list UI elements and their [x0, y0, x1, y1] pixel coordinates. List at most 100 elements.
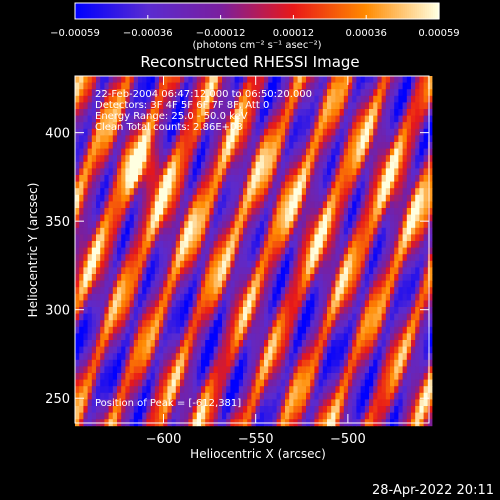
heatmap-cell	[87, 379, 93, 387]
heatmap-cell	[100, 188, 105, 196]
heatmap-cell	[318, 102, 324, 110]
heatmap-cell	[390, 194, 395, 202]
heatmap-cell	[322, 326, 328, 334]
heatmap-cell	[213, 267, 219, 275]
heatmap-cell	[91, 155, 97, 163]
heatmap-cell	[226, 307, 231, 314]
heatmap-cell	[327, 392, 332, 400]
heatmap-cell	[234, 82, 240, 90]
heatmap-cell	[335, 234, 340, 242]
heatmap-cell	[133, 115, 139, 123]
heatmap-cell	[234, 346, 240, 354]
heatmap-cell	[259, 227, 265, 235]
heatmap-cell	[348, 333, 353, 341]
heatmap-cell	[75, 135, 80, 143]
heatmap-cell	[163, 267, 168, 275]
heatmap-cell	[180, 399, 185, 407]
heatmap-cell	[96, 320, 101, 328]
colorbar-cell	[153, 3, 156, 19]
heatmap-cell	[104, 300, 109, 308]
heatmap-cell	[348, 102, 353, 110]
heatmap-cell	[385, 76, 391, 83]
heatmap-cell	[129, 148, 135, 156]
heatmap-cell	[348, 181, 353, 189]
heatmap-cell	[87, 214, 93, 222]
heatmap-cell	[348, 399, 353, 407]
heatmap-cell	[318, 307, 324, 314]
heatmap-cell	[398, 221, 403, 229]
heatmap-cell	[234, 379, 240, 387]
heatmap-cell	[234, 188, 240, 196]
heatmap-cell	[289, 267, 294, 275]
heatmap-cell	[83, 293, 88, 301]
heatmap-cell	[314, 247, 319, 255]
heatmap-cell	[264, 241, 269, 248]
heatmap-cell	[196, 260, 202, 268]
heatmap-cell	[75, 82, 80, 90]
heatmap-cell	[154, 102, 160, 110]
heatmap-cell	[238, 406, 244, 413]
heatmap-cell	[415, 366, 420, 374]
heatmap-cell	[133, 392, 139, 400]
heatmap-cell	[247, 241, 252, 248]
heatmap-cell	[184, 142, 189, 149]
heatmap-cell	[163, 254, 168, 262]
colorbar-cell	[141, 3, 144, 19]
heatmap-cell	[75, 353, 80, 361]
heatmap-cell	[419, 379, 424, 387]
heatmap-cell	[117, 227, 122, 235]
heatmap-cell	[87, 340, 93, 347]
heatmap-cell	[331, 392, 336, 400]
heatmap-cell	[121, 95, 126, 103]
heatmap-cell	[117, 175, 122, 182]
colorbar-cell	[181, 3, 184, 19]
heatmap-cell	[192, 155, 198, 163]
heatmap-cell	[356, 320, 361, 328]
heatmap-cell	[192, 214, 198, 222]
heatmap-cell	[339, 333, 345, 341]
heatmap-cell	[217, 181, 223, 189]
heatmap-cell	[243, 89, 248, 97]
heatmap-cell	[352, 346, 357, 354]
heatmap-cell	[285, 221, 290, 229]
heatmap-cell	[427, 260, 433, 268]
heatmap-cell	[385, 214, 391, 222]
heatmap-cell	[117, 274, 122, 281]
heatmap-cell	[159, 340, 164, 347]
heatmap-cell	[83, 208, 88, 215]
heatmap-cell	[314, 333, 319, 341]
heatmap-cell	[121, 122, 126, 130]
heatmap-cell	[268, 366, 273, 374]
heatmap-cell	[154, 241, 160, 248]
heatmap-cell	[377, 307, 382, 314]
heatmap-cell	[175, 95, 181, 103]
heatmap-cell	[352, 340, 357, 347]
heatmap-cell	[117, 214, 122, 222]
colorbar-cell	[125, 3, 128, 19]
heatmap-cell	[301, 274, 307, 281]
heatmap-cell	[310, 326, 315, 334]
heatmap-cell	[356, 227, 361, 235]
heatmap-cell	[360, 201, 366, 209]
heatmap-cell	[238, 392, 244, 400]
heatmap-cell	[335, 326, 340, 334]
heatmap-cell	[91, 95, 97, 103]
heatmap-cell	[205, 102, 210, 110]
heatmap-cell	[373, 181, 378, 189]
heatmap-cell	[289, 386, 294, 394]
heatmap-cell	[150, 307, 156, 314]
heatmap-cell	[133, 320, 139, 328]
heatmap-cell	[406, 175, 412, 182]
heatmap-cell	[142, 175, 147, 182]
heatmap-cell	[339, 326, 345, 334]
heatmap-cell	[419, 412, 424, 420]
heatmap-cell	[96, 89, 101, 97]
heatmap-cell	[146, 188, 151, 196]
heatmap-cell	[360, 300, 366, 308]
heatmap-cell	[79, 359, 84, 367]
heatmap-cell	[415, 109, 420, 116]
heatmap-cell	[423, 412, 429, 420]
heatmap-cell	[108, 181, 114, 189]
heatmap-cell	[226, 175, 231, 182]
heatmap-cell	[394, 373, 399, 380]
